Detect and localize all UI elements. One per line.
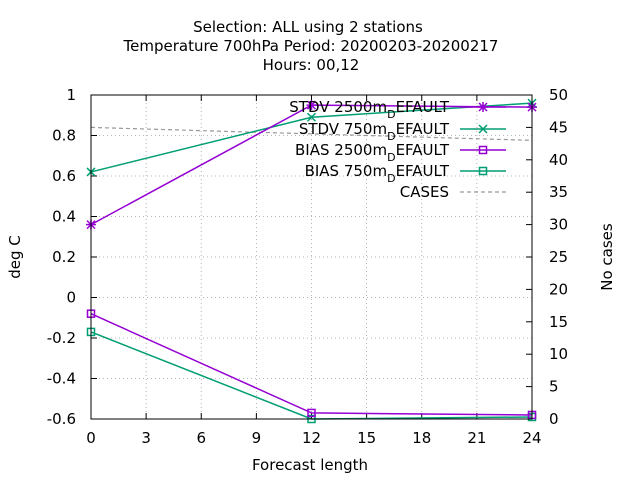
y2-axis-ticks: 0 5 10 15 20 25 30 35 40 45 50: [526, 86, 568, 428]
series-layer: [86, 98, 537, 424]
legend-label: STDV 750mDEFAULT: [299, 120, 450, 143]
marker-stroke: [478, 124, 488, 134]
legend-label-main: STDV 750m: [299, 120, 387, 138]
legend-label-tail: EFAULT: [396, 98, 450, 116]
x-tick-label: 24: [522, 429, 541, 447]
legend-label-sub: D: [387, 130, 395, 143]
x-tick-label: 15: [357, 429, 376, 447]
y2-tick-label: 15: [549, 313, 568, 331]
y-tick-label: -0.6: [47, 410, 76, 428]
legend-label-tail: EFAULT: [396, 162, 450, 180]
legend-entry: CASES: [400, 183, 506, 201]
legend-entry: STDV 750mDEFAULT: [299, 120, 506, 143]
series-path: [90, 126, 533, 141]
series-line: [86, 309, 537, 420]
legend-label-tail: EFAULT: [396, 120, 450, 138]
x-tick-label: 12: [302, 429, 321, 447]
y-axis-label: deg C: [6, 235, 24, 279]
data-point: [307, 408, 316, 418]
y2-tick-label: 30: [549, 216, 568, 234]
legend-label: BIAS 750mDEFAULT: [305, 162, 450, 185]
x-tick-label: 6: [196, 429, 206, 447]
x-tick-label: 3: [141, 429, 151, 447]
x-tick-label: 18: [412, 429, 431, 447]
legend-entry: BIAS 750mDEFAULT: [305, 162, 506, 185]
legend-label-main: BIAS 750m: [305, 162, 388, 180]
y2-tick-label: 10: [549, 345, 568, 363]
series-line: [90, 126, 533, 141]
legend-label: BIAS 2500mDEFAULT: [295, 141, 450, 164]
legend-label-main: STDV 2500m: [289, 98, 387, 116]
x-axis-label: Forecast length: [252, 456, 368, 474]
legend-label-main: BIAS 2500m: [295, 141, 387, 159]
x-tick-label: 9: [252, 429, 262, 447]
legend-label-tail: EFAULT: [396, 141, 450, 159]
x-tick-label: 21: [467, 429, 486, 447]
series-path: [90, 313, 533, 416]
series-line: [86, 100, 537, 230]
legend-entry: STDV 2500mDEFAULT: [289, 98, 506, 121]
legend-label-sub: D: [387, 108, 395, 121]
legend-label: STDV 2500mDEFAULT: [289, 98, 450, 121]
y-tick-label: 0.6: [52, 167, 76, 185]
chart-title-line-1: Selection: ALL using 2 stations: [193, 18, 423, 36]
y2-tick-label: 35: [549, 183, 568, 201]
y2-tick-label: 50: [549, 86, 568, 104]
legend-entry: BIAS 2500mDEFAULT: [295, 141, 506, 164]
y2-tick-label: 0: [549, 410, 559, 428]
y-tick-label: 1: [66, 86, 76, 104]
marker-stroke: [307, 408, 316, 418]
y2-tick-label: 40: [549, 151, 568, 169]
data-point: [306, 100, 317, 111]
data-point: [306, 112, 317, 122]
y-tick-label: -0.2: [47, 329, 76, 347]
legend-marker: [478, 166, 488, 176]
plot-border: [90, 94, 533, 420]
y-tick-label: 0.8: [52, 127, 76, 145]
x-tick-label: 0: [86, 429, 96, 447]
y2-tick-label: 45: [549, 118, 568, 136]
chart-title-line-3: Hours: 00,12: [263, 56, 360, 74]
legend-label-main: CASES: [400, 183, 449, 201]
grid-lines: [91, 95, 532, 419]
y2-tick-label: 25: [549, 248, 568, 266]
y-axis-ticks: -0.6 -0.4 -0.2 0 0.2 0.4 0.6 0.8 1: [47, 86, 97, 428]
chart-title-line-2: Temperature 700hPa Period: 20200203-2020…: [123, 37, 499, 55]
y2-tick-label: 5: [549, 378, 559, 396]
y-tick-label: 0: [66, 289, 76, 307]
legend-marker: [478, 102, 488, 112]
legend-label-sub: D: [387, 172, 395, 185]
legend-marker: [478, 124, 488, 134]
y-tick-label: 0.4: [52, 208, 76, 226]
marker-stroke: [478, 166, 488, 176]
marker-stroke: [478, 145, 488, 155]
y-tick-label: -0.4: [47, 370, 76, 388]
y-tick-label: 0.2: [52, 248, 76, 266]
y2-tick-label: 20: [549, 280, 568, 298]
y2-axis-label: No cases: [598, 223, 616, 291]
legend-label: CASES: [400, 183, 449, 201]
marker-stroke: [306, 112, 317, 122]
legend-label-sub: D: [387, 151, 395, 164]
legend-marker: [478, 145, 488, 155]
